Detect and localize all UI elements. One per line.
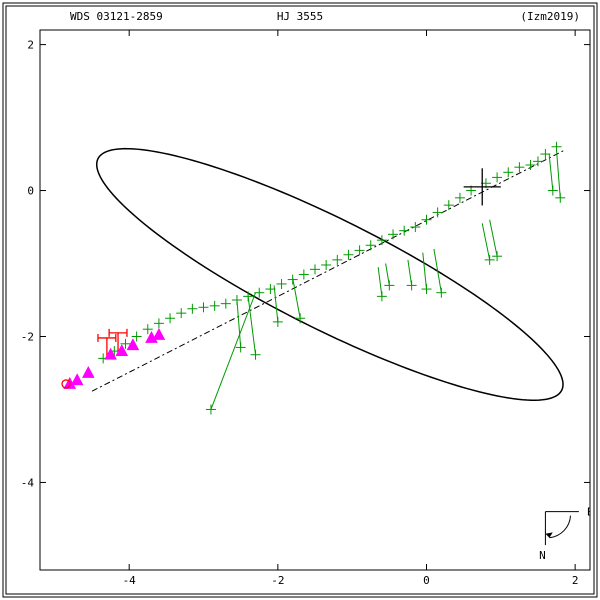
residual-line [248, 296, 255, 354]
xtick-label: -4 [123, 574, 137, 587]
plot-content: EN [62, 142, 593, 562]
outer-frame-2 [6, 6, 594, 594]
ytick-label: -4 [21, 476, 35, 489]
residual-line [490, 220, 497, 256]
obs-triangle [71, 373, 84, 385]
compass-arc [549, 516, 570, 538]
plot-frame [40, 30, 590, 570]
xtick-label: 0 [423, 574, 430, 587]
residual-line [434, 249, 441, 293]
xtick-label: 2 [572, 574, 579, 587]
residual-line [378, 267, 382, 296]
xtick-label: -2 [271, 574, 284, 587]
residual-line [386, 264, 390, 286]
ytick-label: -2 [21, 330, 34, 343]
orbit-plot: -4 -2 0 2 -4 -2 0 2 WDS 03121-2859 HJ 3555 (Izm201… [0, 0, 600, 600]
outer-frame [3, 3, 597, 597]
ytick-label: 2 [27, 39, 34, 52]
residual-line [293, 278, 300, 318]
residual-line [408, 260, 412, 286]
header-center: HJ 3555 [277, 10, 323, 23]
obs-triangle [115, 344, 128, 356]
header-left: WDS 03121-2859 [70, 10, 163, 23]
compass-n-label: N [539, 549, 546, 562]
header-right: (Izm2019) [520, 10, 580, 23]
residual-line [274, 285, 278, 321]
residual-line [423, 253, 427, 289]
residual-line [549, 154, 553, 190]
ytick-label: 0 [27, 185, 34, 198]
obs-triangle [82, 366, 95, 378]
residual-line [211, 293, 256, 410]
obs-triangle [153, 328, 166, 340]
obs-triangle [104, 348, 117, 360]
residual-line [482, 223, 489, 259]
